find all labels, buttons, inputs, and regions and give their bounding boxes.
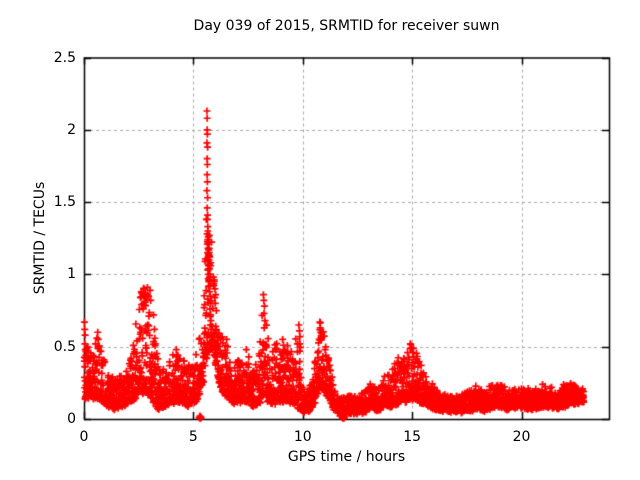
- x-tick-label: 20: [512, 429, 531, 445]
- y-tick-label: 1.5: [53, 194, 76, 211]
- x-axis-label: GPS time / hours: [287, 449, 406, 465]
- chart-title: Day 039 of 2015, SRMTID for receiver suw…: [193, 18, 500, 34]
- y-tick-label: 0: [67, 411, 76, 427]
- y-tick-label: 0.5: [53, 338, 76, 355]
- x-tick-label: 15: [403, 429, 422, 445]
- x-tick-label: 5: [188, 429, 198, 445]
- y-tick-label: 1: [67, 266, 76, 283]
- y-tick-label: 2: [67, 121, 76, 138]
- x-tick-label: 0: [79, 429, 89, 445]
- y-tick-label: 2.5: [53, 49, 76, 66]
- x-tick-label: 10: [293, 429, 312, 445]
